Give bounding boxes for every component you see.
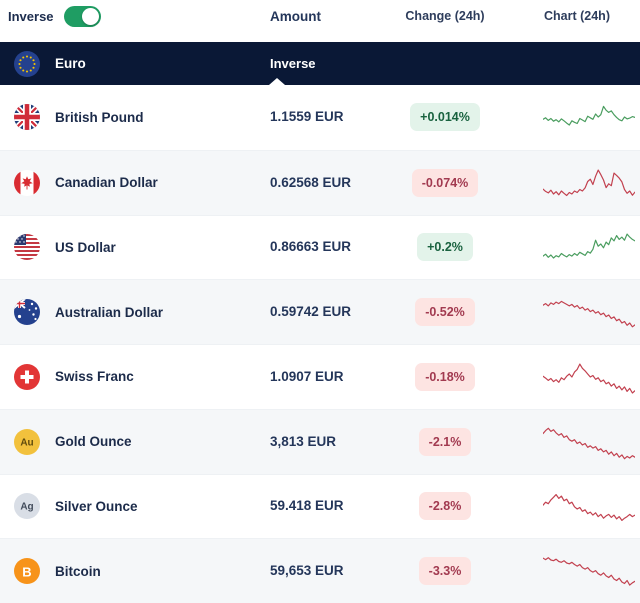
currency-name: Bitcoin xyxy=(55,563,101,579)
amount-value: 3,813 EUR xyxy=(270,433,337,449)
amount-cell: 1.0907 EUR xyxy=(270,368,405,386)
change-badge: -2.8% xyxy=(418,492,472,521)
table-row-swiss-franc[interactable]: Swiss Franc 1.0907 EUR -0.18% xyxy=(0,344,640,409)
sparkline-chart xyxy=(543,427,635,459)
chart-cell xyxy=(485,356,640,398)
amount-value: 59.418 EUR xyxy=(270,498,344,514)
sparkline-chart xyxy=(543,106,635,126)
change-cell: -0.074% xyxy=(405,168,485,197)
toggle-knob-icon xyxy=(81,8,99,25)
amount-value: 1.0907 EUR xyxy=(270,368,344,384)
inverse-toggle-label: Inverse xyxy=(8,9,54,24)
amount-cell: 0.59742 EUR xyxy=(270,303,405,321)
chart-cell xyxy=(485,226,640,268)
sparkline-chart xyxy=(543,557,635,586)
change-badge: -2.1% xyxy=(418,427,472,456)
table-row-bitcoin[interactable]: B Bitcoin 59,653 EUR -3.3% xyxy=(0,538,640,603)
amount-value: 59,653 EUR xyxy=(270,563,344,579)
column-header-chart: Chart (24h) xyxy=(544,9,610,23)
change-cell: -2.8% xyxy=(405,492,485,521)
sparkline-chart xyxy=(543,300,635,328)
currency-cell: Swiss Franc xyxy=(0,363,270,390)
currency-cell: Canadian Dollar xyxy=(0,169,270,196)
currency-cell: Australian Dollar xyxy=(0,299,270,326)
inverse-toggle[interactable] xyxy=(63,6,101,27)
gb-icon xyxy=(14,104,40,131)
currency-name: Silver Ounce xyxy=(55,498,138,514)
table-row-gold-ounce[interactable]: Au Gold Ounce 3,813 EUR -2.1% xyxy=(0,408,640,474)
chart-cell xyxy=(485,485,640,527)
currency-cell: B Bitcoin xyxy=(0,558,270,585)
base-mode-label: Inverse xyxy=(270,56,316,71)
toolbar: Inverse Amount Change (24h) Chart (24h) xyxy=(0,0,640,42)
sparkline-chart xyxy=(543,363,635,394)
svg-text:B: B xyxy=(22,565,31,580)
chart-cell xyxy=(485,291,640,333)
btc-icon: B xyxy=(14,558,40,585)
currency-name: Gold Ounce xyxy=(55,434,132,450)
sparkline-chart xyxy=(543,233,635,259)
change-cell: -0.18% xyxy=(405,362,485,391)
change-cell: +0.2% xyxy=(405,233,485,262)
amount-value: 0.59742 EUR xyxy=(270,304,352,320)
amount-cell: 59.418 EUR xyxy=(270,497,405,515)
svg-text:Au: Au xyxy=(20,437,33,448)
change-badge: -0.18% xyxy=(415,362,475,391)
amount-cell: 0.86663 EUR xyxy=(270,238,405,256)
currency-name: Swiss Franc xyxy=(55,369,134,385)
currency-rows: British Pound 1.1559 EUR +0.014% Canadia… xyxy=(0,85,640,603)
change-cell: -2.1% xyxy=(405,427,485,456)
table-row-silver-ounce[interactable]: Ag Silver Ounce 59.418 EUR -2.8% xyxy=(0,473,640,539)
sparkline-chart xyxy=(543,494,635,522)
table-row-australian-dollar[interactable]: Australian Dollar 0.59742 EUR -0.52% xyxy=(0,279,640,344)
sparkline-chart xyxy=(543,169,635,196)
ch-icon xyxy=(14,363,40,390)
column-header-amount: Amount xyxy=(270,9,321,24)
table-row-british-pound[interactable]: British Pound 1.1559 EUR +0.014% xyxy=(0,85,640,150)
currency-cell: British Pound xyxy=(0,104,270,131)
chart-cell xyxy=(485,96,640,138)
svg-text:Ag: Ag xyxy=(20,502,33,513)
currency-name: Australian Dollar xyxy=(55,304,164,320)
table-row-us-dollar[interactable]: US Dollar 0.86663 EUR +0.2% xyxy=(0,214,640,280)
change-badge: +0.2% xyxy=(417,233,473,262)
auflag-icon xyxy=(14,299,40,326)
change-cell: +0.014% xyxy=(405,103,485,132)
silver-icon: Ag xyxy=(14,493,40,520)
currency-cell: US Dollar xyxy=(0,234,270,261)
change-badge: -3.3% xyxy=(418,557,472,586)
eu-flag-icon xyxy=(14,50,40,77)
currency-cell: Au Gold Ounce xyxy=(0,428,270,455)
amount-cell: 3,813 EUR xyxy=(270,433,405,451)
change-cell: -0.52% xyxy=(405,298,485,327)
base-currency-name: Euro xyxy=(55,56,86,71)
change-badge: +0.014% xyxy=(410,103,480,132)
us-icon xyxy=(14,234,40,261)
ca-icon xyxy=(14,169,40,196)
amount-value: 1.1559 EUR xyxy=(270,109,344,125)
amount-value: 0.62568 EUR xyxy=(270,174,352,190)
chart-cell xyxy=(485,550,640,592)
column-header-change: Change (24h) xyxy=(405,9,485,23)
amount-value: 0.86663 EUR xyxy=(270,239,352,255)
chart-cell xyxy=(485,421,640,463)
amount-cell: 59,653 EUR xyxy=(270,562,405,580)
selected-column-pointer xyxy=(269,78,285,85)
base-currency-row[interactable]: Euro Inverse xyxy=(0,42,640,85)
gold-icon: Au xyxy=(14,428,40,455)
inverse-toggle-group: Inverse xyxy=(0,6,270,27)
change-badge: -0.52% xyxy=(415,298,475,327)
change-cell: -3.3% xyxy=(405,557,485,586)
amount-cell: 1.1559 EUR xyxy=(270,108,405,126)
currency-name: US Dollar xyxy=(55,239,116,255)
base-currency-cell: Euro xyxy=(0,50,270,77)
currency-name: British Pound xyxy=(55,109,144,125)
change-badge: -0.074% xyxy=(411,168,479,197)
currency-name: Canadian Dollar xyxy=(55,175,158,191)
chart-cell xyxy=(485,162,640,204)
table-row-canadian-dollar[interactable]: Canadian Dollar 0.62568 EUR -0.074% xyxy=(0,149,640,215)
amount-cell: 0.62568 EUR xyxy=(270,174,405,192)
currency-cell: Ag Silver Ounce xyxy=(0,493,270,520)
